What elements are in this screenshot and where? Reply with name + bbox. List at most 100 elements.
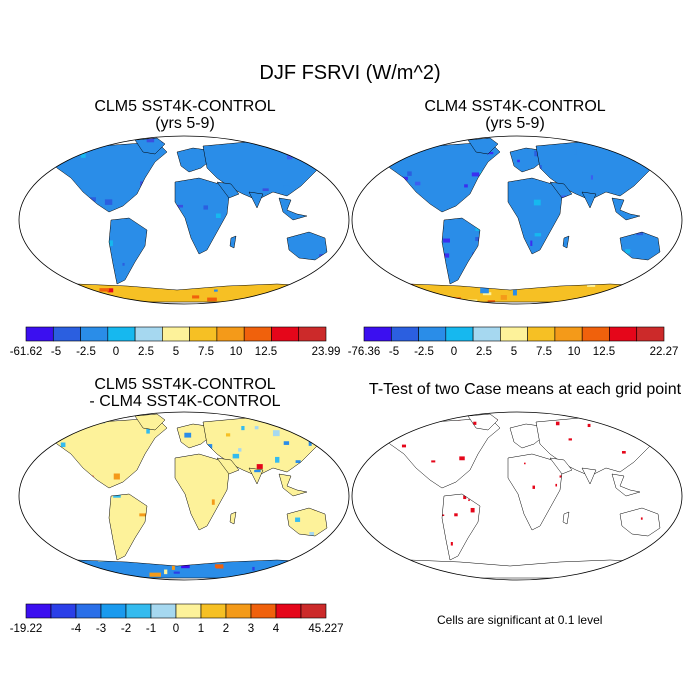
signif-cell — [360, 549, 362, 553]
signif-cell — [391, 415, 396, 417]
signif-cell — [367, 410, 372, 414]
map-border — [18, 411, 350, 581]
colorbar-2-box-3 — [445, 326, 474, 342]
land-africa — [175, 454, 229, 530]
signif-cell — [365, 579, 368, 582]
signif-cell — [592, 417, 594, 421]
signif-cell — [359, 534, 364, 536]
land-europe — [177, 148, 211, 172]
signif-cell — [357, 432, 360, 434]
signif-cell — [387, 422, 391, 426]
map-border — [18, 135, 350, 305]
main-title: DJF FSRVI (W/m^2) — [259, 62, 441, 84]
signif-cell — [614, 580, 617, 582]
signif-cell — [576, 414, 581, 416]
signif-cell — [563, 411, 565, 414]
signif-cell — [376, 432, 379, 434]
land-arabia — [217, 458, 239, 474]
colorbar-1-label-3: 0 — [113, 346, 119, 358]
signif-cell — [628, 562, 631, 566]
land-na — [45, 142, 167, 212]
land-india — [582, 192, 596, 208]
signif-cell — [679, 545, 682, 547]
signif-cell — [392, 427, 394, 429]
signif-cell — [367, 537, 370, 540]
panel-3-title-line2: - CLM4 SST4K-CONTROL — [89, 393, 281, 410]
signif-cell — [401, 444, 407, 448]
signif-cell — [666, 453, 671, 456]
signif-cell — [670, 449, 672, 453]
land-seasia — [612, 474, 640, 496]
colorbar-3-box-10 — [275, 603, 302, 619]
signif-cell — [657, 565, 659, 568]
signif-cell — [410, 425, 415, 428]
panel-1-title-line1: CLM5 SST4K-CONTROL — [94, 98, 276, 115]
colorbar-2-box-7 — [554, 326, 583, 342]
signif-cell — [369, 581, 374, 582]
colorbar-3-label-8: 2 — [223, 623, 229, 635]
signif-cell — [379, 419, 382, 421]
signif-cell — [402, 580, 404, 582]
colorbar-2-box-2 — [418, 326, 447, 342]
signif-cell — [532, 485, 536, 489]
colorbar-1-label-1: -5 — [51, 346, 61, 358]
panel-1-title-line2: (yrs 5-9) — [155, 115, 215, 132]
colorbar-3-label-6: 0 — [173, 623, 179, 635]
signif-cell — [604, 421, 606, 424]
signif-cell — [357, 571, 360, 574]
colorbar-1-box-3 — [107, 326, 136, 342]
colorbar-3-box-0 — [25, 603, 52, 619]
signif-cell — [421, 575, 426, 577]
signif-cell — [412, 412, 414, 415]
colorbar-difference: -19.22 -4 -3 -2 -1 0 1 2 3 4 45.227 — [10, 603, 344, 635]
colorbar-1-box-4 — [134, 326, 163, 342]
signif-cell — [442, 514, 445, 516]
colorbar-1-label-10: 23.99 — [312, 346, 341, 358]
signif-cell — [665, 574, 669, 578]
signif-cell — [394, 577, 396, 581]
land-seasia — [612, 198, 640, 220]
signif-cell — [670, 423, 674, 426]
signif-cell — [651, 431, 655, 435]
signif-cell — [663, 562, 665, 565]
signif-cell — [607, 411, 612, 414]
signif-cell — [640, 573, 644, 575]
signif-cell — [680, 529, 684, 533]
land-india — [582, 468, 596, 484]
signif-cell — [637, 425, 641, 429]
colorbar-1-label-7: 10 — [230, 346, 243, 358]
signif-cell — [593, 411, 598, 413]
signif-cell — [400, 430, 404, 432]
signif-cell — [351, 414, 353, 418]
signif-cell — [633, 413, 637, 415]
signif-cell — [375, 410, 380, 414]
signif-cell — [392, 426, 398, 430]
signif-cell — [365, 569, 369, 571]
signif-cell — [436, 418, 441, 420]
signif-cell — [679, 566, 683, 568]
signif-cell — [362, 546, 365, 550]
colorbar-3-box-5 — [150, 603, 177, 619]
colorbar-clm5: -61.62 -5 -2.5 0 2.5 5 7.5 10 12.5 23.99 — [10, 326, 341, 358]
signif-cell — [641, 553, 644, 557]
signif-cell — [356, 571, 360, 575]
panel-4-title: T-Test of two Case means at each grid po… — [350, 381, 700, 398]
signif-cell — [354, 531, 356, 534]
panel-4-title-line1: T-Test of two Case means at each grid po… — [368, 381, 682, 398]
colorbar-3-label-2: -4 — [71, 623, 82, 635]
colorbar-1-label-2: -2.5 — [76, 346, 96, 358]
colorbar-2-label-6: 7.5 — [536, 346, 552, 358]
map-border — [351, 135, 683, 305]
signif-cell — [683, 507, 684, 511]
colorbar-3-label-12: 45.227 — [308, 623, 343, 635]
land-australia — [287, 508, 327, 536]
panel-3-title-line1: CLM5 SST4K-CONTROL — [94, 376, 276, 393]
signif-cell — [399, 419, 404, 421]
signif-cell — [665, 426, 670, 430]
colorbar-3-box-1 — [50, 603, 77, 619]
signif-cell — [361, 426, 365, 428]
signif-cell — [664, 428, 668, 432]
signif-cell — [368, 417, 372, 421]
signif-cell — [645, 564, 649, 567]
land-na — [378, 142, 500, 212]
